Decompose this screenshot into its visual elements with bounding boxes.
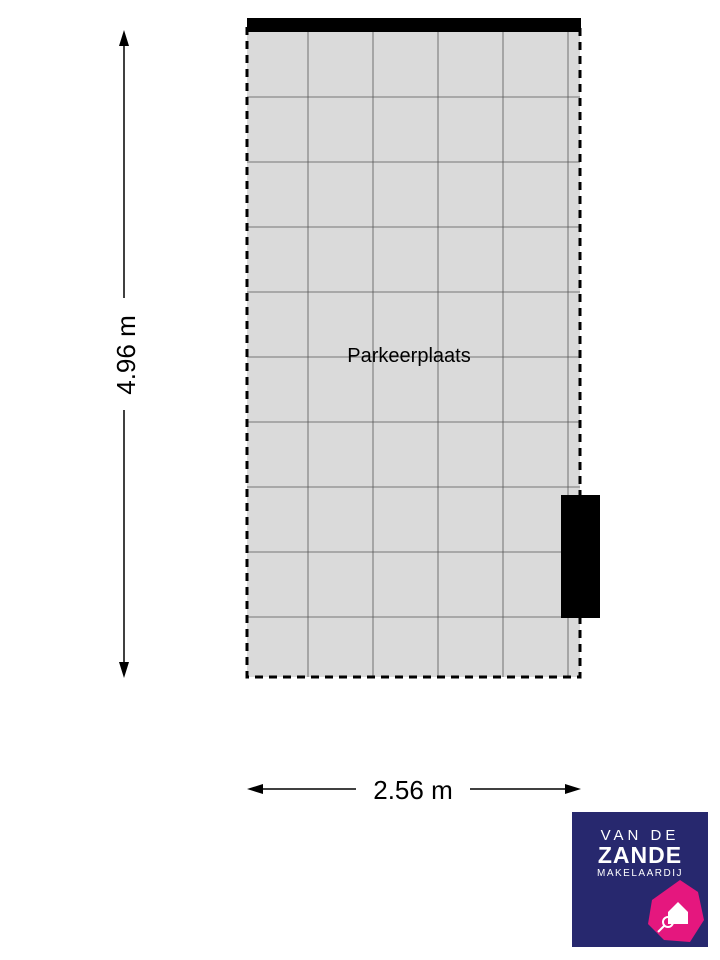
logo-line3: MAKELAARDIJ: [597, 868, 683, 879]
width-dimension: 2.56 m: [247, 775, 581, 805]
logo-line1: VAN DE: [600, 827, 680, 844]
house-search-icon: [648, 880, 704, 942]
room-floor: [247, 25, 580, 677]
floor-grid: [247, 32, 580, 677]
room-label: Parkeerplaats: [347, 345, 470, 367]
side-wall-block: [561, 495, 600, 618]
top-wall: [247, 18, 581, 32]
company-logo: VAN DE ZANDE MAKELAARDIJ: [572, 812, 708, 947]
width-label: 2.56 m: [373, 775, 453, 805]
room-outline: [245, 23, 582, 679]
height-dimension: 4.96 m: [111, 30, 141, 678]
logo-line2: ZANDE: [597, 842, 683, 868]
height-label: 4.96 m: [111, 315, 141, 395]
